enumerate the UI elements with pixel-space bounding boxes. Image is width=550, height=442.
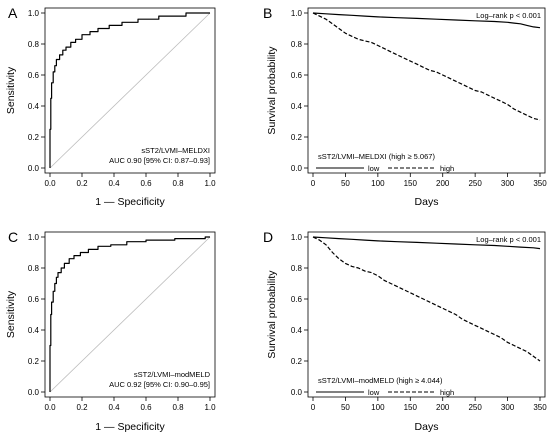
x-axis-title: Days <box>415 196 439 208</box>
x-tick-label: 100 <box>371 403 385 412</box>
panel-letter: A <box>8 5 18 21</box>
y-tick-label: 0.0 <box>28 164 40 173</box>
plot-frame <box>44 7 216 174</box>
panel-b: B 0.0 0.2 0.4 0.6 0.8 1.0 0 50 100 150 200 250 300 350… <box>263 5 547 208</box>
x-tick-label: 1.0 <box>204 403 216 412</box>
auc-annotation-line: AUC 0.90 [95% CI: 0.87–0.93] <box>109 156 210 165</box>
x-tick-label: 0.0 <box>44 179 56 188</box>
panel-letter: D <box>263 229 273 245</box>
y-tick-label: 0.6 <box>291 295 303 304</box>
auc-annotation-line: sST2/LVMI–MELDXI <box>141 146 210 155</box>
reference-diagonal <box>49 236 211 393</box>
y-tick-label: 0.8 <box>291 40 303 49</box>
x-tick-label: 150 <box>404 403 418 412</box>
y-tick-label: 1.0 <box>28 233 40 242</box>
x-tick-label: 0 <box>311 403 316 412</box>
plot-frame <box>307 7 546 174</box>
auc-annotation-line: AUC 0.92 [95% CI: 0.90–0.95] <box>109 380 210 389</box>
y-tick-label: 0.8 <box>28 264 40 273</box>
x-tick-label: 250 <box>468 179 482 188</box>
y-tick-label: 1.0 <box>28 9 40 18</box>
x-tick-label: 1.0 <box>204 179 216 188</box>
legend-title: sST2/LVMI–MELDXI (high ≥ 5.067) <box>318 152 435 161</box>
y-tick-label: 0.2 <box>291 133 303 142</box>
x-axis-title: 1 — Specificity <box>95 421 165 433</box>
y-tick-label: 0.2 <box>291 357 303 366</box>
x-tick-label: 0.8 <box>172 403 184 412</box>
y-tick-label: 1.0 <box>291 9 303 18</box>
legend-label-high: high <box>440 388 454 397</box>
plot-frame <box>307 231 546 398</box>
x-axis-title: Days <box>415 421 439 433</box>
y-tick-label: 0.2 <box>28 357 40 366</box>
x-tick-label: 350 <box>533 403 547 412</box>
y-tick-label: 0.6 <box>291 71 303 80</box>
x-tick-label: 200 <box>436 403 450 412</box>
x-tick-label: 0.8 <box>172 179 184 188</box>
km-curve-high <box>312 236 541 362</box>
x-axis-title: 1 — Specificity <box>95 196 165 208</box>
x-tick-label: 250 <box>468 403 482 412</box>
y-tick-label: 0.2 <box>28 133 40 142</box>
x-tick-label: 0.0 <box>44 403 56 412</box>
x-tick-label: 100 <box>371 179 385 188</box>
x-tick-label: 0.6 <box>140 179 152 188</box>
panel-a: A 0.0 0.2 0.4 0.6 0.8 1.0 0.0 0.2 0.4 0.6 0.8 1.0 1 —… <box>5 5 216 208</box>
y-axis-title: Sensitivity <box>5 290 17 338</box>
y-tick-label: 0.0 <box>291 164 303 173</box>
roc-curve <box>49 12 210 168</box>
y-tick-label: 0.6 <box>28 295 40 304</box>
pvalue-label: Log–rank p < 0.001 <box>476 235 541 244</box>
panel-d: D 0.0 0.2 0.4 0.6 0.8 1.0 0 50 100 150 200 250 300 350… <box>263 229 547 433</box>
x-tick-label: 150 <box>404 179 418 188</box>
y-tick-label: 0.4 <box>291 102 303 111</box>
km-curve-low <box>312 236 541 250</box>
legend-label-low: low <box>368 388 380 397</box>
x-tick-label: 350 <box>533 179 547 188</box>
x-tick-label: 50 <box>341 179 350 188</box>
y-axis-title: Sensitivity <box>5 66 17 114</box>
legend-label-high: high <box>440 164 454 173</box>
panel-letter: C <box>8 229 18 245</box>
x-tick-label: 200 <box>436 179 450 188</box>
y-tick-label: 0.8 <box>291 264 303 273</box>
panel-letter: B <box>263 5 272 21</box>
x-tick-label: 300 <box>501 403 515 412</box>
km-curve-low <box>312 12 541 29</box>
x-tick-label: 50 <box>341 403 350 412</box>
y-axis-title: Survival probability <box>266 46 278 135</box>
y-tick-label: 1.0 <box>291 233 303 242</box>
y-axis-title: Survival probability <box>266 270 278 359</box>
y-tick-label: 0.0 <box>28 388 40 397</box>
x-tick-label: 0.2 <box>76 179 88 188</box>
y-tick-label: 0.4 <box>291 326 303 335</box>
y-tick-label: 0.0 <box>291 388 303 397</box>
legend-label-low: low <box>368 164 380 173</box>
x-tick-label: 0 <box>311 179 316 188</box>
roc-curve <box>49 236 210 392</box>
x-tick-label: 300 <box>501 179 515 188</box>
x-tick-label: 0.4 <box>108 179 120 188</box>
y-tick-label: 0.6 <box>28 71 40 80</box>
y-tick-label: 0.4 <box>28 326 40 335</box>
pvalue-label: Log–rank p < 0.001 <box>476 11 541 20</box>
plot-frame <box>44 231 216 398</box>
x-tick-label: 0.6 <box>140 403 152 412</box>
auc-annotation-line: sST2/LVMI–modMELD <box>134 370 211 379</box>
reference-diagonal <box>49 12 211 169</box>
legend-title: sST2/LVMI–modMELD (high ≥ 4.044) <box>318 376 443 385</box>
panel-c: C 0.0 0.2 0.4 0.6 0.8 1.0 0.0 0.2 0.4 0.6 0.8 1.0 1 —… <box>5 229 216 433</box>
y-tick-label: 0.4 <box>28 102 40 111</box>
x-tick-label: 0.2 <box>76 403 88 412</box>
km-curve-high <box>312 12 541 121</box>
y-tick-label: 0.8 <box>28 40 40 49</box>
x-tick-label: 0.4 <box>108 403 120 412</box>
